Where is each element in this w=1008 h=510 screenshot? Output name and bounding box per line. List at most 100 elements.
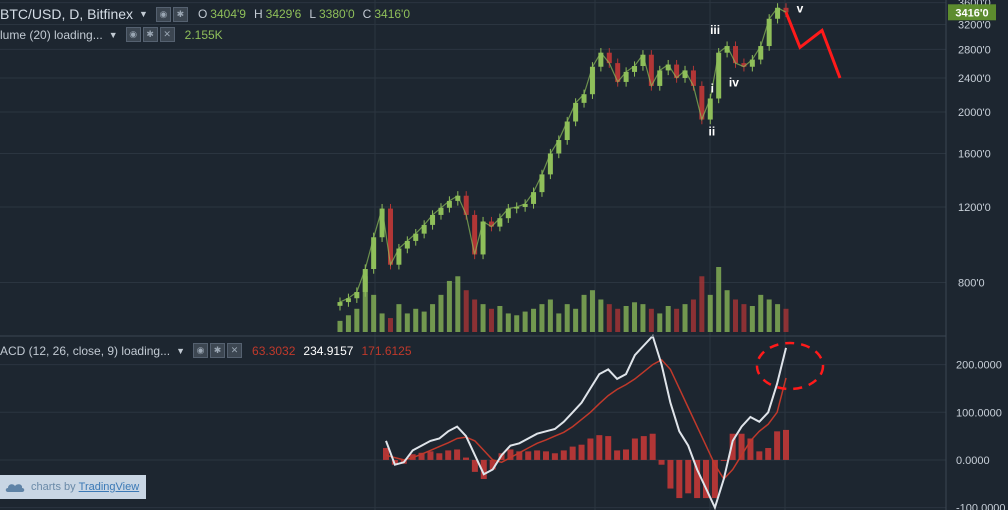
macd-hist-bar-35 [694,459,701,499]
cloud-logo-icon [5,484,25,492]
volume-study-label[interactable]: lume (20) loading... [0,27,103,42]
volume-bar-45 [716,267,722,332]
tradingview-link[interactable]: TradingView [78,481,140,493]
candle-body-28 [573,102,579,122]
candle-20 [505,203,511,223]
macd-value-2: 234.9157 [303,343,354,358]
volume-bar-1 [345,315,351,332]
candle-body-0 [337,302,343,306]
eye-icon[interactable]: ◉ [155,6,171,22]
volume-bar-7 [396,304,402,332]
candle-body-12 [438,207,444,215]
candle-12 [438,203,444,220]
candle-body-1 [345,298,351,303]
eye-icon[interactable]: ◉ [193,343,209,358]
candle-body-5 [379,208,385,238]
candle-body-23 [531,192,537,204]
macd-hist-bar-0 [383,448,389,460]
candle-9 [413,229,419,246]
macd-hist-bar-28 [631,438,638,460]
candle-1 [345,293,351,307]
candle-16 [472,210,478,260]
volume-bar-12 [438,294,444,332]
ohlc-open-value: 3404'9 [210,7,246,21]
volume-bar-22 [522,311,528,332]
volume-bar-47 [733,299,739,332]
macd-hist-bar-39 [729,433,736,460]
symbol-title[interactable]: BTC/USD, D, Bitfinex [0,6,134,22]
macd-line [385,334,787,510]
macd-hist-bar-12 [489,459,496,470]
candle-body-11 [430,214,436,225]
gear-icon[interactable]: ✱ [172,6,188,22]
candle-body-44 [707,98,713,120]
macd-histogram [383,429,789,499]
macd-tick-label-0: 200.0000 [956,360,1002,372]
macd-study-label[interactable]: ACD (12, 26, close, 9) loading... [0,343,171,358]
volume-bar-2 [354,308,360,332]
volume-bar-38 [657,313,663,332]
volume-bar-30 [589,290,595,332]
macd-hist-bar-37 [711,459,718,499]
volume-bar-11 [430,304,436,332]
wave-label-ii: ii [709,125,716,139]
candle-body-30 [589,66,595,95]
wave-label-iv: iv [729,76,739,90]
price-tick-label-2: 1600'0 [958,148,991,160]
chevron-down-icon[interactable]: ▼ [139,9,148,19]
last-price-tag: 3416'0 [948,4,996,21]
candle-body-49 [749,59,755,67]
gear-icon[interactable]: ✱ [142,27,158,42]
candle-34 [623,67,629,87]
wave-label-i: i [711,81,714,95]
candle-body-51 [766,18,772,47]
volume-bar-25 [547,299,553,332]
macd-hist-bar-36 [703,459,709,499]
candle-32 [606,48,612,68]
candle-body-35 [632,66,638,72]
close-icon[interactable]: ✕ [159,27,175,42]
candle-body-45 [716,52,722,99]
volume-bar-36 [640,304,646,332]
volume-bar-40 [674,308,680,332]
macd-value-3: 171.6125 [361,343,412,358]
projection-line [784,11,842,79]
macd-header: ACD (12, 26, close, 9) loading... ▼ ◉ ✱ … [0,343,412,358]
candle-body-14 [455,195,461,201]
macd-hist-bar-5 [427,451,434,460]
volume-bar-10 [421,311,427,332]
macd-hist-bar-25 [605,436,612,460]
volume-bar-53 [783,308,789,332]
volume-bar-34 [623,306,629,332]
macd-hist-bar-9 [463,457,469,460]
macd-hist-bar-27 [623,449,629,460]
volume-bar-14 [455,276,461,332]
price-tick-label-1: 1200'0 [958,202,991,214]
ohlc-close-value: 3416'0 [374,7,411,21]
chevron-down-icon[interactable]: ▼ [176,345,186,356]
candle-body-2 [354,292,360,299]
volume-bar-50 [758,294,764,332]
eye-icon[interactable]: ◉ [125,27,141,42]
close-icon[interactable]: ✕ [227,343,243,358]
macd-hist-bar-16 [525,451,532,460]
candle-52 [775,3,781,24]
tradingview-credit[interactable]: charts by TradingView [0,475,146,499]
macd-tick-label-2: 0.0000 [956,455,990,467]
macd-hist-bar-29 [640,436,647,460]
volume-bar-9 [413,308,419,332]
candle-body-33 [615,63,621,82]
macd-hist-bar-32 [667,459,674,489]
volume-bar-23 [531,308,537,332]
ohlc-open-key: O [197,7,208,21]
macd-hist-bar-43 [765,448,772,460]
volume-bar-49 [749,306,755,332]
gear-icon[interactable]: ✱ [210,343,226,358]
candle-body-39 [665,64,671,71]
volume-bar-31 [598,299,604,332]
macd-hist-bar-18 [543,451,549,460]
candle-body-32 [606,52,612,64]
chevron-down-icon[interactable]: ▼ [108,29,118,40]
candles [337,3,789,311]
